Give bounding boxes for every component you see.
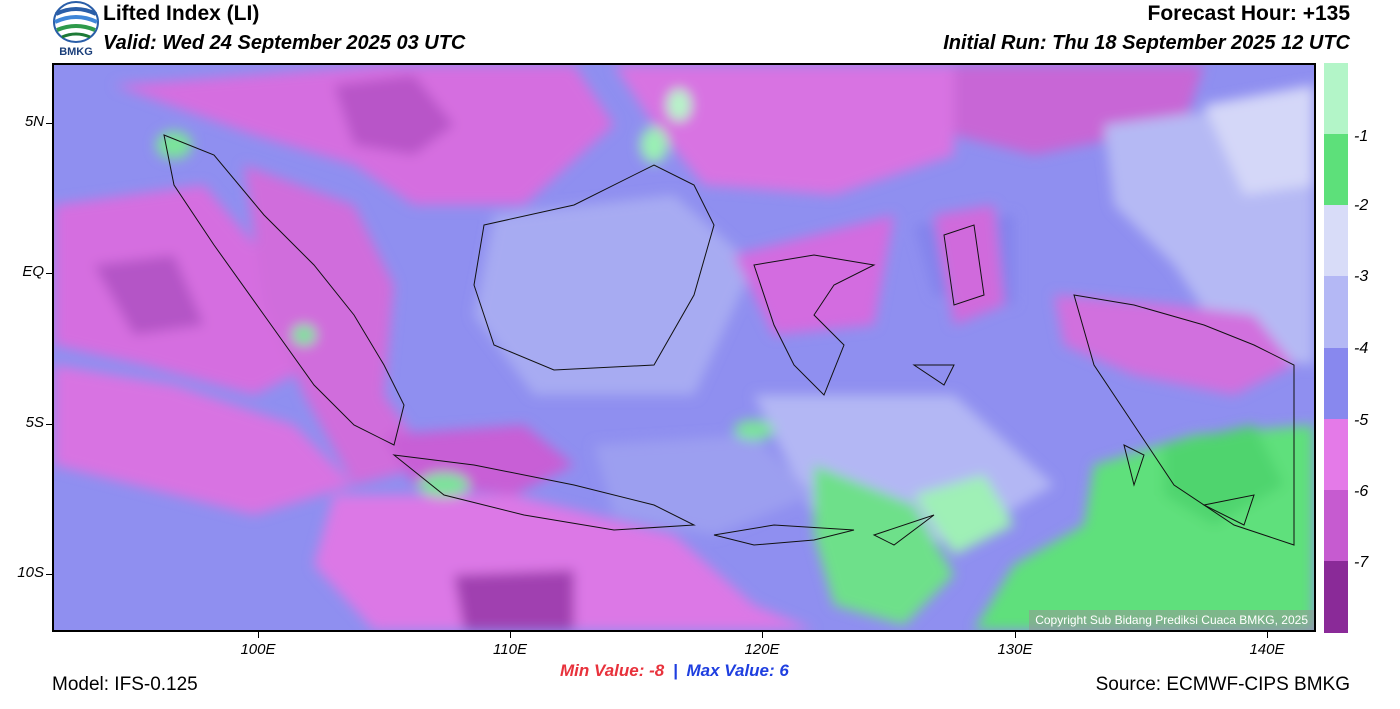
- lat-label-5s: 5S: [25, 414, 44, 431]
- colorbar-segment: [1324, 63, 1348, 135]
- lifted-index-map: Copyright Sub Bidang Prediksi Cuaca BMKG…: [52, 63, 1316, 632]
- colorbar-label: -4: [1354, 340, 1369, 357]
- map-title: Lifted Index (LI): [103, 2, 260, 25]
- colorbar-segment: [1324, 134, 1348, 206]
- max-value-label: Max Value:: [686, 661, 775, 680]
- logo-text: BMKG: [59, 46, 93, 58]
- min-value-label: Min Value:: [560, 661, 645, 680]
- valid-time: Valid: Wed 24 September 2025 03 UTC: [103, 32, 466, 54]
- colorbar-label: -6: [1354, 483, 1369, 500]
- lat-label-10s: 10S: [17, 564, 44, 581]
- map-field: [54, 65, 1314, 630]
- colorbar-label: -5: [1354, 412, 1369, 429]
- lon-tick: [510, 632, 511, 638]
- colorbar-label: -1: [1354, 128, 1369, 145]
- colorbar-segment: [1324, 347, 1348, 420]
- max-value: 6: [779, 661, 789, 680]
- lon-label-140e: 140E: [1249, 641, 1285, 658]
- forecast-hour: Forecast Hour: +135: [1147, 2, 1351, 25]
- bmkg-logo: BMKG: [52, 0, 100, 60]
- bmkg-emblem-icon: [53, 1, 99, 43]
- colorbar-label: -2: [1354, 197, 1369, 214]
- lon-tick: [1267, 632, 1268, 638]
- lat-tick: [46, 574, 52, 575]
- lon-label-110e: 110E: [493, 641, 527, 658]
- min-max-values: Min Value: -8 | Max Value: 6: [560, 661, 789, 681]
- colorbar-segment: [1324, 560, 1348, 633]
- colorbar-segment: [1324, 489, 1348, 562]
- lon-tick: [258, 632, 259, 638]
- lat-label-5n: 5N: [24, 113, 44, 130]
- lat-tick: [46, 273, 52, 274]
- colorbar: [1324, 63, 1348, 633]
- lon-label-100e: 100E: [240, 641, 276, 658]
- lat-tick: [46, 424, 52, 425]
- lon-tick: [762, 632, 763, 638]
- colorbar-segment: [1324, 205, 1348, 277]
- lat-label-eq: EQ: [22, 263, 44, 280]
- min-max-separator: |: [672, 661, 678, 680]
- lon-label-120e: 120E: [744, 641, 780, 658]
- colorbar-segment: [1324, 276, 1348, 348]
- lon-label-130e: 130E: [997, 641, 1033, 658]
- initial-run: Initial Run: Thu 18 September 2025 12 UT…: [943, 32, 1350, 54]
- model-text: Model: IFS-0.125: [52, 674, 198, 695]
- min-value: -8: [649, 661, 665, 680]
- lat-tick: [46, 123, 52, 124]
- colorbar-label: -3: [1354, 268, 1369, 285]
- colorbar-label: -7: [1354, 554, 1369, 571]
- source-text: Source: ECMWF-CIPS BMKG: [1095, 674, 1350, 695]
- copyright-text: Copyright Sub Bidang Prediksi Cuaca BMKG…: [1029, 610, 1314, 630]
- lon-tick: [1015, 632, 1016, 638]
- colorbar-segment: [1324, 418, 1348, 491]
